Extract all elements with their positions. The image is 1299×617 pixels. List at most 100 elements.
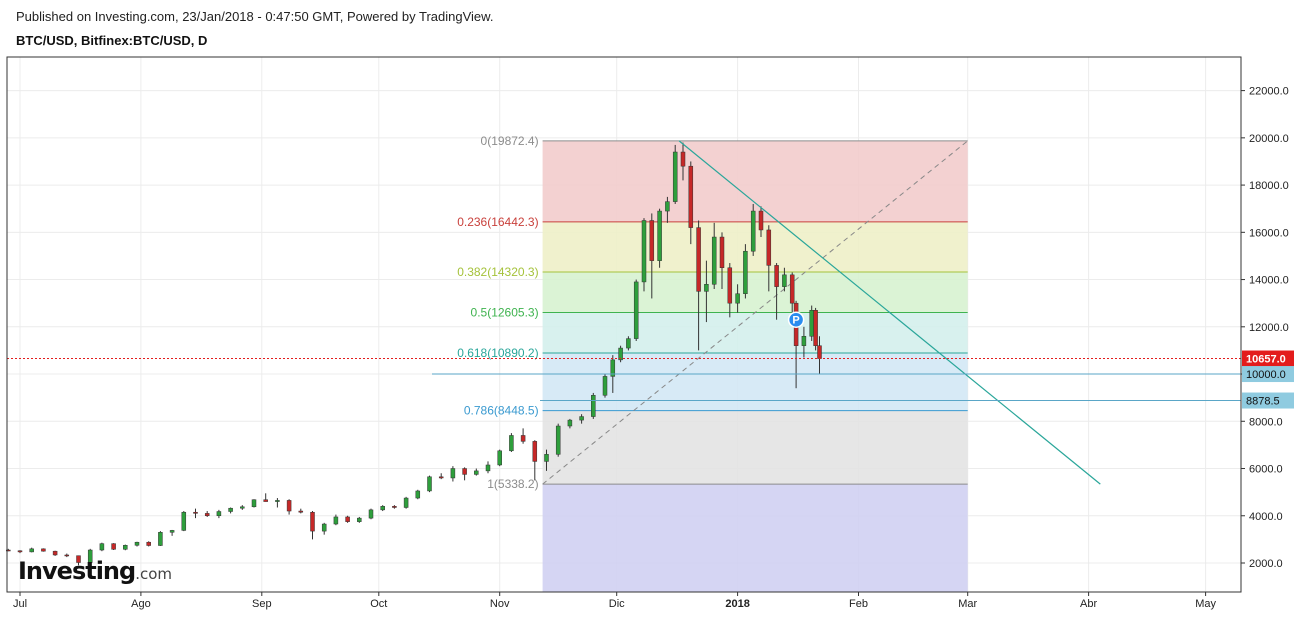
logo-sub-text: .com	[135, 565, 172, 583]
x-tick-label: Ago	[131, 598, 151, 610]
candle-body	[657, 210, 662, 261]
candle-body	[193, 511, 198, 514]
candle-body	[6, 549, 11, 552]
price-label-text: 8878.5	[1246, 396, 1280, 408]
candle-body	[641, 220, 647, 283]
candle-body	[813, 310, 818, 346]
candle-body	[17, 550, 23, 553]
candle-body	[555, 425, 561, 455]
fib-level-label: 0.618(10890.2)	[457, 346, 538, 360]
y-tick-label: 12000.0	[1249, 322, 1289, 334]
y-tick-label: 4000.0	[1249, 511, 1283, 523]
candle-body	[380, 506, 385, 511]
candle-body	[333, 516, 339, 525]
fib-zone	[542, 484, 968, 592]
y-tick-label: 16000.0	[1249, 227, 1289, 239]
candle-body	[29, 548, 34, 553]
price-labels: 10657.0 10000.0 8878.5	[1242, 350, 1294, 409]
y-tick-label: 2000.0	[1249, 558, 1283, 570]
y-tick-label: 22000.0	[1249, 86, 1289, 98]
candle-body	[649, 220, 655, 261]
candle-body	[817, 345, 822, 359]
candle-body	[544, 454, 549, 462]
trend-line	[678, 140, 1101, 485]
fib-level-label: 0.236(16442.3)	[457, 215, 538, 229]
fib-level-label: 0.382(14320.3)	[457, 265, 538, 279]
x-tick-label: Abr	[1080, 598, 1097, 610]
candle-body	[774, 265, 779, 287]
candlestick-series	[6, 142, 822, 566]
candle-body	[665, 201, 670, 212]
candle-body	[263, 499, 268, 502]
candle-body	[610, 359, 616, 377]
candle-body	[146, 541, 151, 546]
price-label-box	[1242, 350, 1294, 367]
fib-level-label: 1(5338.2)	[487, 477, 538, 491]
x-tick-label: Mar	[958, 598, 977, 610]
fib-zone	[542, 312, 968, 354]
candle-body	[286, 500, 292, 512]
x-tick-label: Sep	[252, 598, 272, 610]
candle-body	[711, 236, 717, 285]
candle-body	[52, 550, 58, 556]
candle-body	[357, 517, 362, 522]
candle-body	[801, 335, 807, 346]
candle-body	[251, 499, 257, 508]
y-axis: 22000.0 20000.0 18000.0 16000.0 14000.0 12000…	[1241, 86, 1289, 570]
price-label-text: 10000.0	[1246, 369, 1286, 381]
candle-body	[750, 210, 756, 252]
candle-body	[567, 419, 573, 427]
candle-body	[789, 274, 795, 304]
x-tick-label: Feb	[849, 598, 868, 610]
candle-body	[680, 151, 686, 167]
fib-level-label: 0(19872.4)	[481, 134, 539, 148]
candle-body	[758, 210, 764, 231]
candle-body	[99, 543, 105, 551]
candle-body	[450, 468, 456, 479]
candle-body	[111, 543, 116, 550]
price-label-box	[1242, 392, 1294, 409]
x-tick-label: Dic	[609, 598, 625, 610]
candle-body	[392, 506, 397, 508]
candle-body	[41, 548, 46, 552]
y-tick-label: 20000.0	[1249, 133, 1289, 145]
fib-diagonal	[542, 140, 969, 485]
candle-body	[520, 435, 526, 442]
candle-body	[321, 523, 327, 532]
y-tick-label: 18000.0	[1249, 180, 1289, 192]
investing-logo: Investing.com	[18, 557, 172, 585]
candle-body	[809, 310, 814, 337]
candle-body	[181, 511, 187, 531]
candle-body	[766, 229, 772, 266]
candle-body	[427, 476, 432, 492]
candle-body	[216, 511, 222, 517]
fib-zone	[542, 140, 968, 222]
candle-body	[532, 441, 538, 462]
candle-body	[169, 530, 175, 533]
price-label-text: 10657.0	[1246, 354, 1286, 366]
candle-body	[462, 468, 467, 475]
candle-body	[64, 554, 70, 557]
y-tick-label: 14000.0	[1249, 275, 1289, 287]
candle-body	[485, 464, 491, 472]
fib-level-label: 0.786(8448.5)	[464, 404, 539, 418]
fib-zone	[542, 271, 968, 313]
candle-body	[696, 227, 701, 292]
fib-level-label: 0.5(12605.3)	[471, 306, 539, 320]
candle-body	[240, 506, 245, 509]
candle-body	[633, 281, 639, 339]
candle-body	[438, 476, 444, 479]
candle-body	[345, 516, 350, 522]
candle-body	[602, 376, 608, 396]
logo-main-text: Investing	[18, 557, 136, 585]
price-label-box	[1242, 366, 1294, 383]
candle-body	[228, 507, 233, 512]
candle-body	[626, 338, 631, 349]
pivot-marker-label: P	[792, 315, 799, 327]
candle-body	[579, 416, 584, 421]
x-tick-label: May	[1195, 598, 1216, 610]
x-tick-label: 2018	[725, 598, 749, 610]
candle-body	[204, 513, 210, 517]
candle-body	[310, 511, 315, 532]
